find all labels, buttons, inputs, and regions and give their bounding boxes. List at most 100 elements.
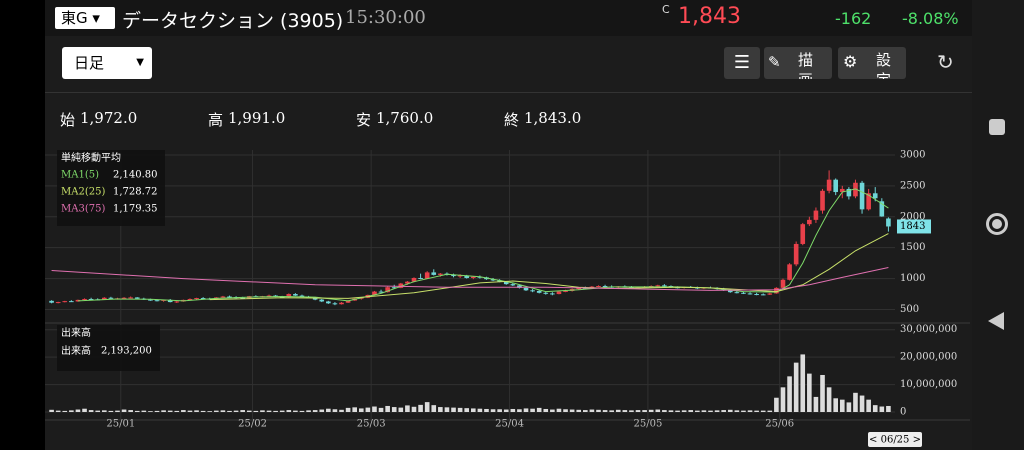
candle-body xyxy=(438,273,443,275)
volume-bar xyxy=(879,406,885,412)
volume-bar xyxy=(154,410,160,412)
volume-bar xyxy=(833,398,839,412)
date-tag-label: < 06/25 > xyxy=(869,435,921,446)
volume-tick-label: 0 xyxy=(900,407,906,418)
volume-bar xyxy=(194,410,199,412)
volume-legend-box xyxy=(57,325,160,371)
refresh-button[interactable]: ↻ xyxy=(937,50,954,74)
nav-recent[interactable] xyxy=(989,119,1005,135)
candle-body xyxy=(879,201,885,217)
volume-bar xyxy=(820,374,825,412)
candle-body xyxy=(121,297,127,299)
volume-bar xyxy=(826,387,832,412)
ohlc-value: 1,843.0 xyxy=(524,109,582,127)
volume-bar xyxy=(358,408,364,412)
y-tick-label: 1000 xyxy=(900,273,925,284)
candle-body xyxy=(734,292,740,294)
volume-bar xyxy=(69,410,74,412)
time: 15:30:00 xyxy=(345,7,426,28)
volume-bar xyxy=(497,409,502,412)
volume-bar xyxy=(82,408,87,412)
volume-bar xyxy=(747,410,753,412)
market-select[interactable]: 東G ▾ xyxy=(55,7,115,29)
candle-body xyxy=(727,290,733,293)
volume-bar xyxy=(332,409,338,412)
x-tick-label: 25/02 xyxy=(238,419,267,430)
volume-bar xyxy=(622,410,628,412)
volume-bar xyxy=(866,399,871,412)
volume-bar xyxy=(734,410,740,412)
candle-body xyxy=(543,292,549,294)
settings-button[interactable]: ⚙設定 xyxy=(838,47,906,79)
candle-body xyxy=(866,193,871,210)
volume-bar xyxy=(681,410,687,412)
volume-bar xyxy=(431,405,437,412)
volume-bar xyxy=(378,407,384,412)
volume-bar xyxy=(115,410,120,412)
y-tick-label: 500 xyxy=(900,304,919,315)
legend-value: 2,140.80 xyxy=(113,170,158,181)
volume-bar xyxy=(484,408,489,412)
volume-bar xyxy=(220,410,226,412)
volume-bar xyxy=(708,410,713,412)
candle-body xyxy=(774,287,779,294)
volume-bar xyxy=(345,407,351,412)
draw-label: 描画 xyxy=(798,51,814,79)
volume-bar xyxy=(530,408,535,412)
nav-home[interactable] xyxy=(986,213,1008,235)
candle-body xyxy=(312,297,318,300)
volume-bar xyxy=(148,411,153,412)
ma-line xyxy=(77,188,889,302)
volume-bar xyxy=(438,407,443,412)
candle-body xyxy=(833,179,839,193)
volume-bar xyxy=(615,409,621,412)
ohlc-label: 終 xyxy=(504,111,520,129)
candle-body xyxy=(760,294,766,296)
candle-body xyxy=(49,300,54,303)
x-tick-label: 25/01 xyxy=(106,419,135,430)
ohlc-label: 高 xyxy=(208,111,224,129)
volume-bar xyxy=(714,410,720,412)
candle-body xyxy=(813,210,819,220)
candle-body xyxy=(240,297,245,299)
nav-back[interactable] xyxy=(988,312,1004,330)
draw-button[interactable]: ✎描画 xyxy=(764,47,832,79)
candle-body xyxy=(148,299,153,301)
volume-bar xyxy=(88,410,94,412)
volume-bar xyxy=(174,410,180,412)
period: 日足 xyxy=(74,54,105,72)
period-select[interactable]: 日足 ▼ xyxy=(62,47,152,79)
legend-name: MA2(25) xyxy=(61,187,105,198)
volume-tick-label: 20,000,000 xyxy=(900,352,957,363)
volume-bar xyxy=(589,409,595,412)
volume-bar xyxy=(286,410,292,412)
candle-body xyxy=(319,299,325,302)
volume-legend-value: 2,193,200 xyxy=(101,346,152,357)
volume-bar xyxy=(853,392,858,412)
list-button[interactable]: ☰ xyxy=(724,47,760,79)
x-tick-label: 25/04 xyxy=(495,419,524,430)
candle-body xyxy=(602,286,608,287)
candle-body xyxy=(82,298,87,300)
volume-bar xyxy=(200,410,206,412)
volume-bar xyxy=(675,410,680,412)
volume-bar xyxy=(490,409,496,412)
price-mark: C xyxy=(662,3,670,16)
candle-body xyxy=(470,276,476,278)
volume-bar xyxy=(609,410,614,412)
volume-bar xyxy=(662,410,667,412)
candle-body xyxy=(286,294,292,298)
volume-bar xyxy=(418,404,423,412)
settings-label: 設定 xyxy=(876,51,892,79)
candle-body xyxy=(378,291,384,293)
volume-bar xyxy=(372,406,377,412)
date-tag xyxy=(868,432,922,447)
candle-body xyxy=(741,292,746,294)
ohlc-value: 1,972.0 xyxy=(80,109,138,127)
volume-bar xyxy=(503,409,509,412)
volume-bar xyxy=(813,396,819,412)
candle-body xyxy=(431,272,437,275)
candle-body xyxy=(345,300,351,303)
volume-bar xyxy=(95,410,101,412)
candle-body xyxy=(747,293,753,295)
